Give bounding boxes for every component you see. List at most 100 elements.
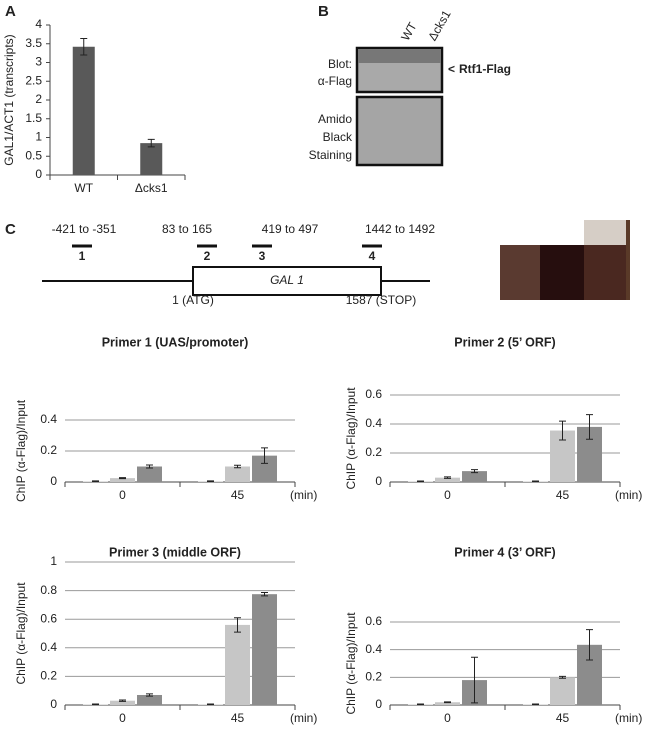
bar	[225, 624, 250, 705]
x-tick-label: Δcks1	[135, 181, 168, 195]
y-tick-label: 0	[375, 474, 382, 488]
error-bar	[92, 480, 99, 483]
primer-label: 2	[204, 249, 211, 263]
blot-label: α-Flag	[318, 74, 352, 88]
error-bar	[207, 703, 214, 706]
error-bar	[92, 703, 99, 706]
error-bar	[444, 701, 451, 704]
x-axis-label: (min)	[290, 488, 317, 502]
primer-range: -421 to -351	[52, 222, 117, 236]
image-patch	[584, 245, 626, 300]
gene-box	[192, 266, 382, 296]
error-bar	[471, 469, 478, 474]
y-tick-label: 0	[35, 167, 42, 181]
bar	[462, 471, 487, 482]
gene-name: GAL 1	[270, 273, 304, 287]
y-axis-label: ChIP (α-Flag)/Input	[14, 582, 28, 685]
y-tick-label: 0.5	[25, 148, 42, 162]
y-tick-label: 0.2	[365, 670, 382, 684]
band-arrow: <	[448, 62, 455, 76]
y-axis-label: ChIP (α-Flag)/Input	[14, 399, 28, 502]
y-tick-label: 0	[50, 474, 57, 488]
error-bar	[417, 480, 424, 483]
bar	[137, 694, 162, 705]
bar	[110, 478, 135, 482]
error-bar	[146, 464, 153, 469]
y-tick-label: 0.6	[365, 614, 382, 628]
chart-title: Primer 4 (3’ ORF)	[454, 545, 555, 559]
band-label: Rtf1-Flag	[459, 62, 511, 76]
gene-start: 1 (ATG)	[172, 293, 214, 307]
primer-range: 1442 to 1492	[365, 222, 435, 236]
bar	[435, 477, 460, 482]
error-bar	[417, 703, 424, 706]
y-axis-label: ChIP (α-Flag)/Input	[344, 387, 358, 490]
error-bar	[532, 703, 539, 706]
bar	[225, 466, 250, 482]
y-tick-label: 0.2	[40, 669, 57, 683]
chart-title: Primer 1 (UAS/promoter)	[102, 335, 249, 349]
error-bar	[234, 464, 241, 469]
bar	[140, 143, 163, 175]
stain-box	[355, 95, 444, 167]
primer-label: 1	[79, 249, 86, 263]
x-axis-label: (min)	[615, 488, 642, 502]
bar	[550, 677, 575, 705]
y-tick-label: 1	[50, 554, 57, 568]
image-patch	[540, 245, 584, 300]
x-tick-label: 45	[231, 711, 245, 725]
y-tick-label: 0.2	[40, 443, 57, 457]
x-tick-label: 0	[444, 488, 451, 502]
y-tick-label: 0	[50, 697, 57, 711]
y-tick-label: 3	[35, 55, 42, 69]
image-patch	[626, 220, 630, 300]
chart-title: Primer 2 (5’ ORF)	[454, 335, 555, 349]
x-tick-label: 45	[231, 488, 245, 502]
error-bar	[234, 617, 241, 633]
panel-label: C	[5, 221, 16, 238]
x-tick-label: 0	[119, 711, 126, 725]
error-bar	[532, 480, 539, 483]
primer-label: 4	[369, 249, 376, 263]
bar	[252, 594, 277, 705]
stain-label: Black	[323, 130, 353, 144]
x-axis-label: (min)	[290, 711, 317, 725]
y-tick-label: 2.5	[25, 73, 42, 87]
chart-title: Primer 3 (middle ORF)	[109, 545, 241, 559]
error-bar	[261, 591, 268, 597]
stain-label: Staining	[309, 148, 352, 162]
y-tick-label: 1	[35, 130, 42, 144]
y-tick-label: 0	[375, 697, 382, 711]
y-tick-label: 0.6	[40, 611, 57, 625]
x-tick-label: 0	[444, 711, 451, 725]
primer-range: 419 to 497	[262, 222, 319, 236]
error-bar	[207, 480, 214, 483]
error-bar	[586, 629, 593, 661]
error-bar	[261, 447, 268, 464]
stain-label: Amido	[318, 112, 352, 126]
error-bar	[444, 476, 451, 479]
error-bar	[559, 675, 566, 679]
x-tick-label: 45	[556, 488, 570, 502]
y-tick-label: 0.4	[40, 640, 57, 654]
panel-label: A	[5, 3, 16, 20]
image-patch	[584, 220, 630, 245]
y-tick-label: 0.8	[40, 583, 57, 597]
error-bar	[119, 477, 126, 480]
primer-label: 3	[259, 249, 266, 263]
gene-stop: 1587 (STOP)	[346, 293, 416, 307]
x-tick-label: 45	[556, 711, 570, 725]
error-bar	[80, 38, 88, 56]
bar	[137, 466, 162, 482]
x-tick-label: WT	[74, 181, 93, 195]
bar	[72, 46, 95, 175]
x-axis-label: (min)	[615, 711, 642, 725]
error-bar	[146, 693, 153, 697]
error-bar	[147, 138, 155, 148]
lane-label: Δcks1	[425, 7, 454, 43]
error-bar	[559, 420, 566, 441]
y-tick-label: 0.2	[365, 445, 382, 459]
primer-range: 83 to 165	[162, 222, 212, 236]
y-tick-label: 3.5	[25, 36, 42, 50]
